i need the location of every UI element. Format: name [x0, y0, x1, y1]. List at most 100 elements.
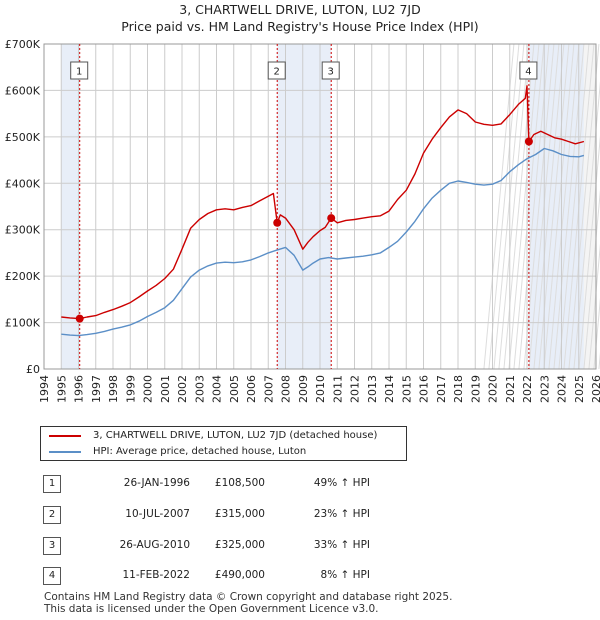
- x-tick-label: 1998: [107, 375, 120, 403]
- x-tick-label: 2012: [349, 375, 362, 403]
- hatch-line: [568, 43, 600, 370]
- shaded-period: [61, 44, 80, 369]
- hatch-line: [498, 43, 530, 370]
- x-tick-label: 1997: [90, 375, 103, 403]
- transaction-box-label: 2: [274, 67, 280, 78]
- footer-copyright: Contains HM Land Registry data © Crown c…: [44, 591, 453, 603]
- transaction-hpi: 49% ↑ HPI: [313, 477, 370, 489]
- transaction-box-label: 3: [328, 67, 334, 78]
- x-tick-label: 2020: [487, 375, 500, 403]
- x-tick-label: 2013: [366, 375, 379, 403]
- x-tick-label: 2009: [297, 375, 310, 403]
- x-tick-label: 2003: [193, 375, 206, 403]
- x-tick-label: 2026: [590, 375, 600, 403]
- forecast-region: [583, 44, 596, 369]
- transaction-row: 2 10-JUL-2007 £315,000 23% ↑ HPI: [0, 506, 600, 528]
- transaction-date: 26-JAN-1996: [123, 477, 190, 489]
- x-tick-label: 2023: [538, 375, 551, 403]
- legend-swatch-hpi: [49, 451, 81, 453]
- transaction-badge: 3: [43, 537, 61, 555]
- x-tick-label: 2014: [383, 375, 396, 403]
- transaction-box: [519, 61, 538, 80]
- x-tick-label: 2018: [452, 375, 465, 403]
- y-tick-label: £700K: [5, 38, 41, 51]
- hatch-line: [588, 243, 600, 370]
- x-tick-label: 2006: [245, 375, 258, 403]
- transaction-hpi: 8% ↑ HPI: [320, 569, 370, 581]
- x-tick-label: 2017: [435, 375, 448, 403]
- transaction-date: 11-FEB-2022: [122, 569, 190, 581]
- x-tick-label: 2007: [262, 375, 275, 403]
- x-tick-label: 2005: [228, 375, 241, 403]
- legend-swatch-property: [49, 435, 81, 437]
- x-tick-label: 2025: [573, 375, 586, 403]
- shaded-period: [277, 44, 332, 369]
- y-tick-label: £600K: [5, 84, 41, 97]
- x-tick-label: 2016: [418, 375, 431, 403]
- footer-license: This data is licensed under the Open Gov…: [44, 603, 379, 615]
- x-tick-label: 2000: [142, 375, 155, 403]
- legend-label-hpi: HPI: Average price, detached house, Luto…: [93, 446, 307, 457]
- x-tick-label: 2010: [314, 375, 327, 403]
- sale-marker: [273, 218, 282, 227]
- grid-layer: [43, 43, 597, 370]
- hatch-line: [543, 43, 575, 370]
- legend: 3, CHARTWELL DRIVE, LUTON, LU2 7JD (deta…: [40, 426, 407, 461]
- x-tick-label: 2015: [400, 375, 413, 403]
- transaction-price: £108,500: [214, 477, 265, 489]
- hatch-line: [558, 43, 590, 370]
- x-tick-label: 2004: [211, 375, 224, 403]
- x-tick-label: 2002: [176, 375, 189, 403]
- x-tick-label: 2011: [331, 375, 344, 403]
- x-tick-label: 1999: [124, 375, 137, 403]
- hatch-line: [483, 43, 515, 370]
- y-tick-label: £200K: [5, 270, 41, 283]
- transaction-badge: 4: [43, 567, 61, 585]
- transaction-date: 26-AUG-2010: [119, 539, 190, 551]
- sale-marker: [327, 214, 336, 223]
- x-tick-label: 1996: [73, 375, 86, 403]
- y-tick-label: £0: [26, 363, 40, 376]
- transaction-date: 10-JUL-2007: [125, 508, 190, 520]
- sale-marker: [75, 314, 84, 323]
- transaction-badge: 2: [43, 506, 61, 524]
- hatch-line: [548, 43, 580, 370]
- hatch-line: [513, 43, 545, 370]
- hatch-line: [493, 43, 525, 370]
- y-tick-label: £300K: [5, 224, 41, 237]
- price-chart: 1 2 3 4 £0 £100K £200K £300K £400K £500K £600K £70…: [5, 38, 600, 403]
- transaction-markers: 1 2 3 4: [70, 61, 538, 323]
- transaction-price: £315,000: [214, 508, 265, 520]
- hatch-line: [488, 43, 520, 370]
- transaction-row: 3 26-AUG-2010 £325,000 33% ↑ HPI: [0, 537, 600, 559]
- transaction-box-label: 4: [525, 67, 531, 78]
- x-tick-label: 2021: [504, 375, 517, 403]
- x-tick-label: 2008: [280, 375, 293, 403]
- transaction-badge: 1: [43, 475, 61, 493]
- shade-layer: [61, 43, 600, 370]
- plot-frame: [43, 43, 597, 370]
- hatch-line: [508, 43, 540, 370]
- sale-marker: [524, 137, 533, 146]
- transaction-price: £490,000: [214, 569, 265, 581]
- x-tick-label: 2022: [521, 375, 534, 403]
- series-line: [61, 147, 585, 337]
- transaction-box-label: 1: [76, 67, 82, 78]
- transaction-row: 1 26-JAN-1996 £108,500 49% ↑ HPI: [0, 475, 600, 497]
- transaction-box: [267, 61, 286, 80]
- x-tick-label: 2001: [159, 375, 172, 403]
- shaded-period: [528, 44, 584, 369]
- transaction-box: [321, 61, 340, 80]
- y-tick-label: £400K: [5, 177, 41, 190]
- x-tick-label: 1995: [55, 375, 68, 403]
- x-tick-label: 1994: [38, 375, 51, 403]
- series-line: [61, 85, 585, 320]
- x-tick-label: 2019: [469, 375, 482, 403]
- hatch-line: [583, 189, 600, 370]
- transaction-hpi: 33% ↑ HPI: [313, 539, 370, 551]
- hatch-line: [533, 43, 565, 370]
- x-tick-labels: 1994 1995 1996 1997 1998 1999 2000 2001 2002 2003…: [38, 375, 600, 403]
- x-tick-label: 2024: [556, 375, 569, 403]
- hatch-line: [578, 135, 600, 370]
- transaction-row: 4 11-FEB-2022 £490,000 8% ↑ HPI: [0, 567, 600, 589]
